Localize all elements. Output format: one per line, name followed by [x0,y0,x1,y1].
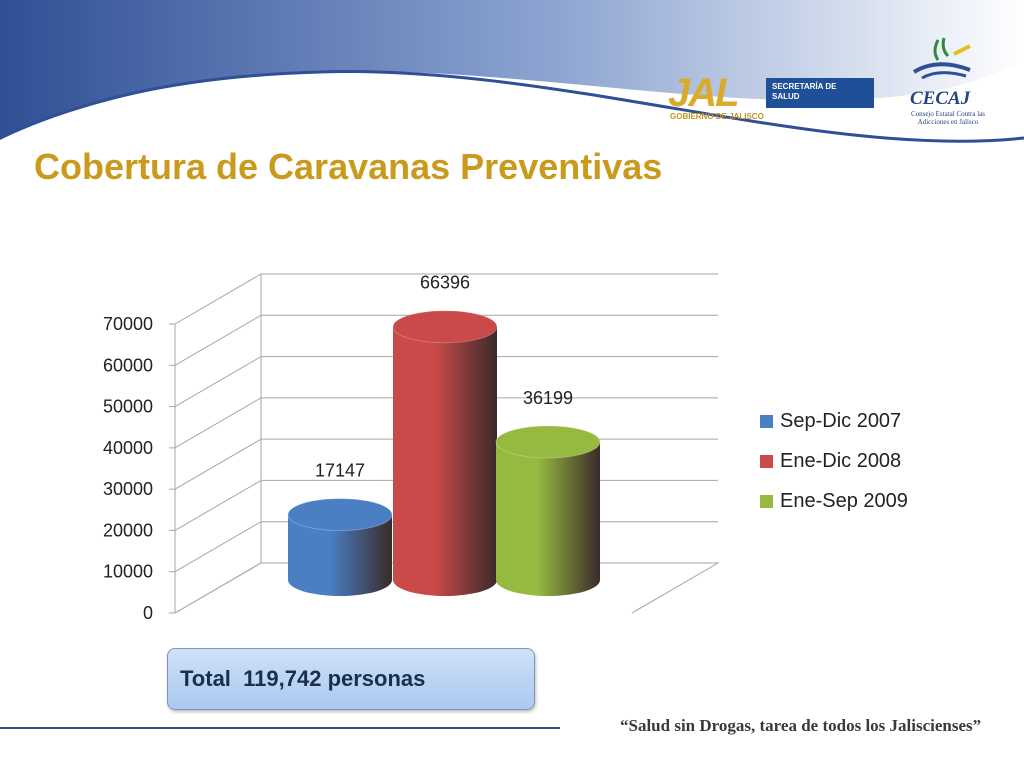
legend-label: Ene-Sep 2009 [780,490,908,512]
chart-bars [287,310,601,596]
y-tick-label: 30000 [103,479,153,499]
bar-top [392,310,498,344]
y-tick-label: 40000 [103,438,153,458]
legend-swatch-blue [760,415,773,428]
y-tick-label: 50000 [103,397,153,417]
data-label: 66396 [420,273,470,293]
bar-body [496,441,600,596]
gridline-diagonal [174,356,262,408]
gridline-diagonal [174,479,262,531]
total-text: Total 119,742 personas [180,666,426,691]
bar-body [288,514,392,596]
gridline-diagonal [174,397,262,449]
total-box: Total 119,742 personas [167,648,535,710]
legend-swatch-red [760,455,773,468]
legend-label: Ene-Dic 2008 [780,450,902,472]
y-tick-label: 0 [143,603,153,623]
footer-quote: “Salud sin Drogas, tarea de todos los Ja… [620,716,982,735]
data-labels: 17147 66396 36199 [315,273,573,481]
bar-body [393,326,497,596]
cecaj-emblem-icon [912,37,971,80]
data-label: 36199 [523,388,573,408]
jal-subtitle: GOBIERNO DE JALISCO [670,112,764,121]
legend-swatch-green [760,495,773,508]
data-label: 17147 [315,461,365,481]
jal-mark: JAL [668,71,740,115]
page-title: Cobertura de Caravanas Preventivas [34,146,663,187]
y-tick-label: 60000 [103,355,153,375]
y-tick-label: 10000 [103,562,153,582]
bar [495,425,601,596]
gridline-diagonal [174,521,262,573]
y-axis-ticks: 0 10000 20000 30000 40000 50000 60000 70000 [103,314,153,623]
jal-box-line2: SALUD [772,92,800,101]
cecaj-logo: CECAJ Consejo Estatal Contra las Adiccio… [900,32,990,128]
bar-top [287,498,393,532]
secretaria-salud-box: SECRETARÍA DE SALUD [766,78,874,108]
bar [392,310,498,596]
gridline-diagonal [174,273,262,325]
cecaj-title: CECAJ [910,88,971,109]
y-tick-label: 20000 [103,520,153,540]
bar-top [495,425,601,459]
gridline-diagonal [174,314,262,366]
jalisco-logo: JAL SECRETARÍA DE SALUD GOBIERNO DE JALI… [668,72,876,128]
gridline-diagonal [174,562,262,614]
gridline-diagonal [174,438,262,490]
cecaj-subtitle: Consejo Estatal Contra las Adicciones en… [910,110,986,126]
bar [287,498,393,596]
jal-box-line1: SECRETARÍA DE [772,82,837,91]
y-tick-label: 70000 [103,314,153,334]
legend-label: Sep-Dic 2007 [780,410,902,432]
